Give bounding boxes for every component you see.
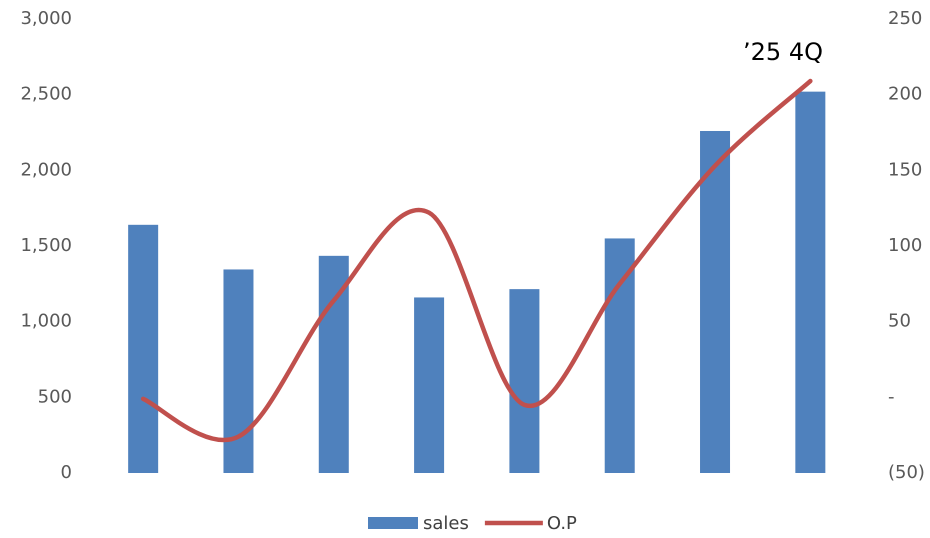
- y-tick-label: 3,000: [20, 8, 72, 29]
- y2-tick-label: 250: [888, 8, 922, 29]
- y2-tick-label: (50): [888, 462, 925, 483]
- line: [140, 78, 813, 443]
- bar: [509, 289, 540, 473]
- bar: [128, 224, 159, 473]
- bar: [795, 91, 826, 473]
- bar: [414, 297, 445, 473]
- bar: [700, 130, 731, 473]
- annotation: ’25 4Q: [743, 38, 823, 66]
- legend-swatch: [368, 517, 418, 529]
- legend-label: sales: [423, 513, 469, 534]
- bar: [604, 238, 635, 473]
- y-tick-label: 0: [61, 462, 72, 483]
- y-tick-label: 2,500: [20, 84, 72, 105]
- y2-tick-label: 200: [888, 84, 922, 105]
- y-tick-label: 1,500: [20, 235, 72, 256]
- y2-tick-label: -: [888, 386, 895, 407]
- y2-tick-label: 150: [888, 159, 922, 180]
- y2-tick-label: 100: [888, 235, 922, 256]
- y-tick-label: 500: [38, 386, 72, 407]
- bar: [223, 269, 254, 473]
- y2-tick-label: 50: [888, 311, 911, 332]
- y-tick-label: 2,000: [20, 159, 72, 180]
- bar: [318, 255, 349, 473]
- y-tick-label: 1,000: [20, 311, 72, 332]
- legend-label: O.P: [547, 513, 577, 534]
